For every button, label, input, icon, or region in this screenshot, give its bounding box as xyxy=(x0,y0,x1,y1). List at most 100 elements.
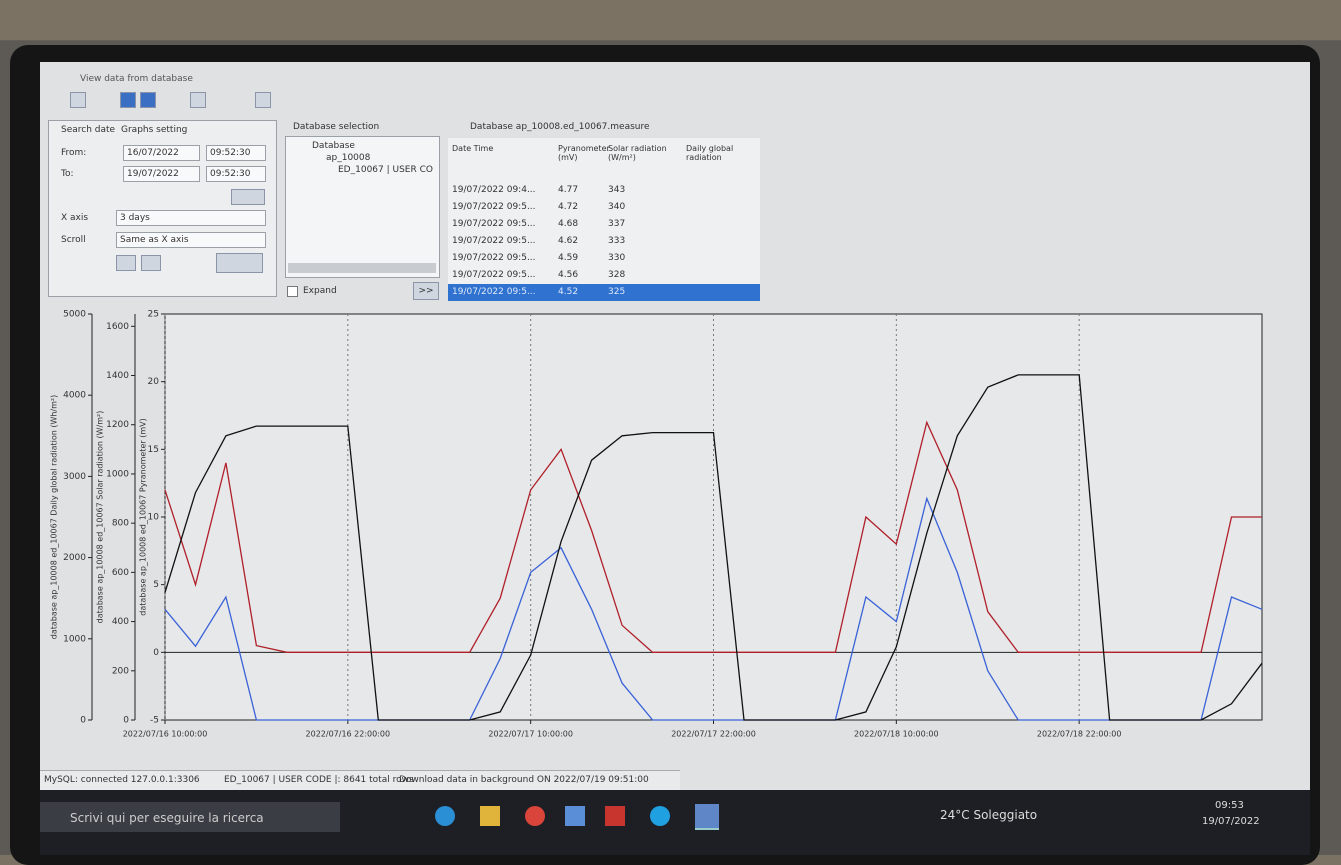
column-header: Daily global radiation xyxy=(686,144,756,162)
table-cell: 19/07/2022 09:5... xyxy=(452,284,536,301)
tool-button[interactable] xyxy=(190,92,206,108)
scroll-dropdown[interactable]: Same as X axis xyxy=(116,232,266,248)
table-cell: 19/07/2022 09:4... xyxy=(452,182,536,199)
y-tick-label: 2000 xyxy=(63,553,86,563)
table-cell: 330 xyxy=(608,250,625,267)
date-input[interactable]: 16/07/2022 xyxy=(123,145,200,161)
search-placeholder: Scrivi qui per eseguire la ricerca xyxy=(70,811,264,825)
y-tick-label: 0 xyxy=(123,716,129,726)
time-input[interactable]: 09:52:30 xyxy=(206,166,266,182)
y-tick-label: 600 xyxy=(112,568,129,578)
axis-title: database ap_10008 ed_10067 Solar radiati… xyxy=(96,411,105,624)
clock-date[interactable]: 19/07/2022 xyxy=(1202,816,1260,827)
app-icon[interactable] xyxy=(605,806,625,826)
window-title: View data from database xyxy=(80,74,193,84)
table-cell: 4.68 xyxy=(558,216,578,233)
tree-item[interactable]: ED_10067 | USER CO xyxy=(338,165,433,175)
y-tick-label: 1600 xyxy=(106,322,129,332)
date-input[interactable]: 19/07/2022 xyxy=(123,166,200,182)
table-row: 19/07/2022 09:5... 4.56 328 xyxy=(448,267,760,284)
x-tick-label: 2022/07/18 10:00:00 xyxy=(854,730,939,739)
tree-item[interactable]: Database xyxy=(312,141,355,151)
y-tick-label: 1000 xyxy=(63,634,86,644)
play-button[interactable] xyxy=(216,253,263,273)
taskbar: Scrivi qui per eseguire la ricerca 24°C … xyxy=(40,790,1310,855)
table-row: 19/07/2022 09:4... 4.77 343 xyxy=(448,182,760,199)
tool-button[interactable] xyxy=(255,92,271,108)
table-row: 19/07/2022 09:5... 4.62 333 xyxy=(448,233,760,250)
y-tick-label: 25 xyxy=(148,310,159,320)
app-icon[interactable] xyxy=(480,806,500,826)
time-input[interactable]: 09:52:30 xyxy=(206,145,266,161)
table-cell: 4.59 xyxy=(558,250,578,267)
search-panel: Search date Graphs setting From: 16/07/2… xyxy=(48,120,277,297)
tab[interactable]: Graphs setting xyxy=(121,125,187,135)
search-box[interactable]: Scrivi qui per eseguire la ricerca xyxy=(40,802,340,832)
table-title: Database ap_10008.ed_10067.measure xyxy=(470,122,650,132)
axis-title: database ap_10008 ed_10067 Daily global … xyxy=(50,395,59,640)
x-axis-dropdown[interactable]: 3 days xyxy=(116,210,266,226)
page: View data from database Search date Grap… xyxy=(0,0,1341,855)
table-cell: 4.56 xyxy=(558,267,578,284)
y-tick-label: 800 xyxy=(112,519,129,529)
table-cell: 333 xyxy=(608,233,625,250)
tool-button[interactable] xyxy=(140,92,156,108)
status-text: Download data in background ON 2022/07/1… xyxy=(399,775,649,785)
y-tick-label: 0 xyxy=(80,716,86,726)
table-cell: 340 xyxy=(608,199,625,216)
x-tick-label: 2022/07/17 22:00:00 xyxy=(671,730,756,739)
x-axis-label: X axis xyxy=(61,213,88,223)
status-text: ED_10067 | USER CODE |: 8641 total rows xyxy=(224,775,414,785)
y-tick-label: 5000 xyxy=(63,310,86,320)
database-panel: Database selection Database ap_10008 ED_… xyxy=(285,120,440,300)
table-cell: 343 xyxy=(608,182,625,199)
nav-button[interactable] xyxy=(141,255,161,271)
app-icon[interactable] xyxy=(650,806,670,826)
table-row: 19/07/2022 09:5...4.59330 xyxy=(448,250,760,267)
nav-button[interactable] xyxy=(116,255,136,271)
x-tick-label: 2022/07/18 22:00:00 xyxy=(1037,730,1122,739)
table-cell: 328 xyxy=(608,267,625,284)
y-tick-label: 3000 xyxy=(63,472,86,482)
table-cell: 4.77 xyxy=(558,182,578,199)
y-tick-label: 10 xyxy=(148,513,160,523)
to-label: To: xyxy=(61,169,74,179)
table-cell: 19/07/2022 09:5... xyxy=(452,267,536,284)
checkbox[interactable] xyxy=(287,286,298,297)
table-panel: Database ap_10008.ed_10067.measure Date … xyxy=(448,120,760,296)
tab[interactable]: Search date xyxy=(61,125,115,135)
column-header: Date Time xyxy=(452,144,542,153)
tree-item[interactable]: ap_10008 xyxy=(326,153,370,163)
screen: View data from database Search date Grap… xyxy=(40,62,1310,855)
y-tick-label: -5 xyxy=(150,716,159,726)
swap-button[interactable] xyxy=(231,189,265,205)
panel-title: Database selection xyxy=(293,122,379,132)
y-tick-label: 400 xyxy=(112,617,129,627)
app-icon[interactable] xyxy=(695,804,719,830)
y-tick-label: 0 xyxy=(153,648,159,658)
x-tick-label: 2022/07/17 10:00:00 xyxy=(488,730,573,739)
tool-button[interactable] xyxy=(120,92,136,108)
scrollbar[interactable] xyxy=(288,263,436,273)
x-tick-label: 2022/07/16 22:00:00 xyxy=(306,730,391,739)
tool-button[interactable] xyxy=(70,92,86,108)
y-tick-label: 15 xyxy=(148,445,159,455)
table-cell: 325 xyxy=(608,284,625,301)
app-icon[interactable] xyxy=(565,806,585,826)
table-row: 19/07/2022 09:5...4.72340 xyxy=(448,199,760,216)
table-cell: 4.62 xyxy=(558,233,578,250)
expand-label: Expand xyxy=(303,286,337,296)
app-icon[interactable] xyxy=(435,806,455,826)
table-cell: 19/07/2022 09:5... xyxy=(452,216,536,233)
y-tick-label: 1400 xyxy=(106,371,129,381)
tree: Database ap_10008 ED_10067 | USER CO xyxy=(285,136,440,278)
table-cell: 19/07/2022 09:5... xyxy=(452,233,536,250)
y-tick-label: 1200 xyxy=(106,420,129,430)
app-icon[interactable] xyxy=(525,806,545,826)
weather[interactable]: 24°C Soleggiato xyxy=(940,808,1037,822)
expand-button[interactable]: >> xyxy=(413,282,439,300)
clock-time[interactable]: 09:53 xyxy=(1215,800,1244,811)
